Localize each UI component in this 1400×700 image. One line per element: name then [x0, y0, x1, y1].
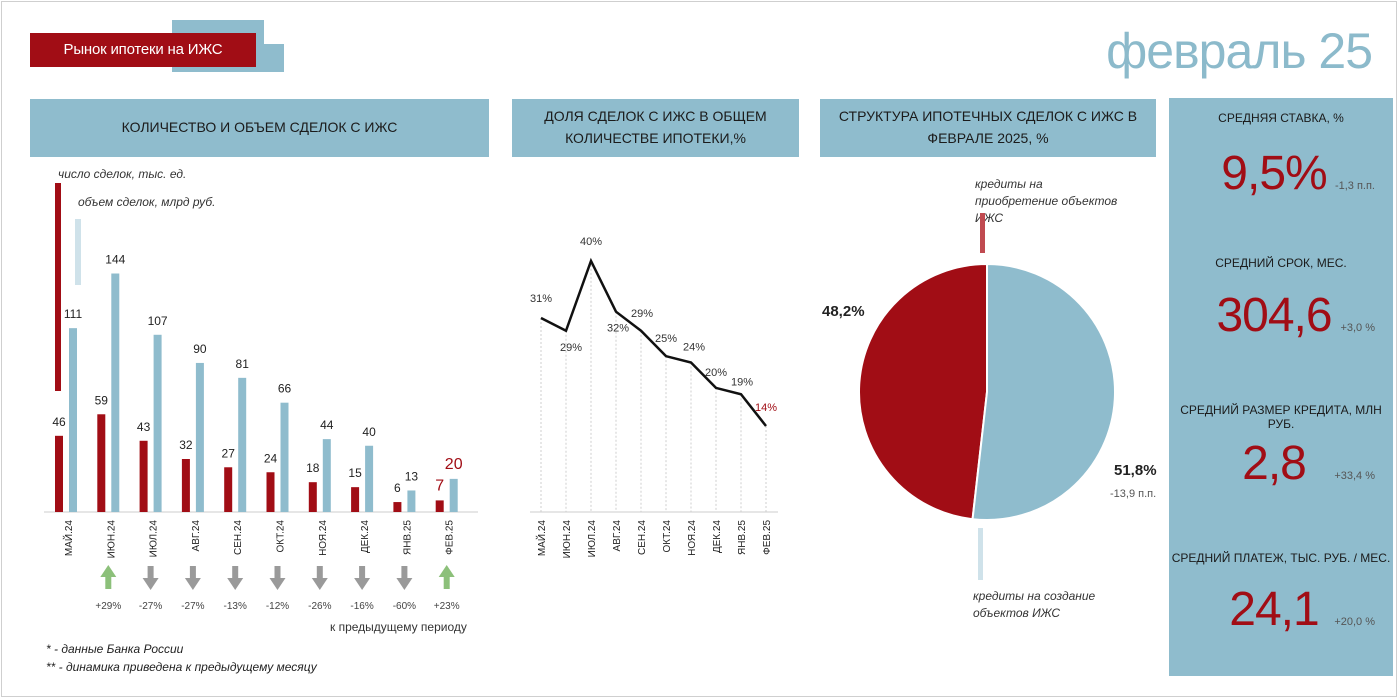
- legend-volume-label: объем сделок, млрд руб.: [78, 195, 216, 209]
- page-title: Рынок ипотеки на ИЖС: [30, 33, 256, 67]
- kpi-term-label: СРЕДНИЙ СРОК, МЕС.: [1215, 256, 1347, 270]
- legend-volume-swatch: [75, 219, 81, 285]
- panel-header-structure: СТРУКТУРА ИПОТЕЧНЫХ СДЕЛОК С ИЖС В ФЕВРА…: [820, 99, 1156, 157]
- panel-header-deals: КОЛИЧЕСТВО И ОБЪЕМ СДЕЛОК С ИЖС: [30, 99, 489, 157]
- footnote-source: * - данные Банка России: [46, 642, 184, 656]
- kpi-rate-delta: -1,3 п.п.: [1334, 180, 1375, 192]
- kpi-term-value: 304,6: [1216, 289, 1332, 342]
- pie-value-construction: 51,8%: [1114, 462, 1157, 479]
- pie-label-construction: кредиты на создание объектов ИЖС: [973, 589, 1096, 620]
- kpi-payment-label: СРЕДНИЙ ПЛАТЕЖ, ТЫС. РУБ. / МЕС.: [1171, 551, 1391, 565]
- panel-header-share: ДОЛЯ СДЕЛОК С ИЖС В ОБЩЕМ КОЛИЧЕСТВЕ ИПО…: [512, 99, 799, 157]
- kpi-panel: СРЕДНЯЯ СТАВКА, % 9,5% -1,3 п.п. СРЕДНИЙ…: [1169, 98, 1393, 676]
- pie-value-purchase: 48,2%: [822, 303, 865, 320]
- kpi-rate-label: СРЕДНЯЯ СТАВКА, %: [1218, 111, 1344, 125]
- kpi-rate-value: 9,5%: [1221, 147, 1327, 200]
- pie-delta-construction: -13,9 п.п.: [1110, 488, 1157, 500]
- pie-marker-construction: [978, 528, 983, 580]
- kpi-payment-delta: +20,0 %: [1334, 616, 1375, 628]
- kpi-term-delta: +3,0 %: [1340, 322, 1375, 334]
- report-period: февраль 25: [1106, 23, 1373, 79]
- kpi-loan-value: 2,8: [1242, 437, 1307, 490]
- legend-count-label: число сделок, тыс. ед.: [58, 167, 187, 181]
- footnote-dynamics: ** - динамика приведена к предыдущему ме…: [46, 660, 317, 674]
- legend-count-swatch: [55, 183, 61, 391]
- dynamics-caption: к предыдущему периоду: [330, 620, 467, 634]
- kpi-payment-value: 24,1: [1229, 583, 1319, 636]
- pie-label-purchase: кредиты на приобретение объектов ИЖС: [975, 177, 1118, 225]
- kpi-loan-delta: +33,4 %: [1334, 470, 1375, 482]
- pie-marker-purchase: [980, 213, 985, 253]
- kpi-loan-label: СРЕДНИЙ РАЗМЕР КРЕДИТА, МЛН РУБ.: [1180, 403, 1382, 431]
